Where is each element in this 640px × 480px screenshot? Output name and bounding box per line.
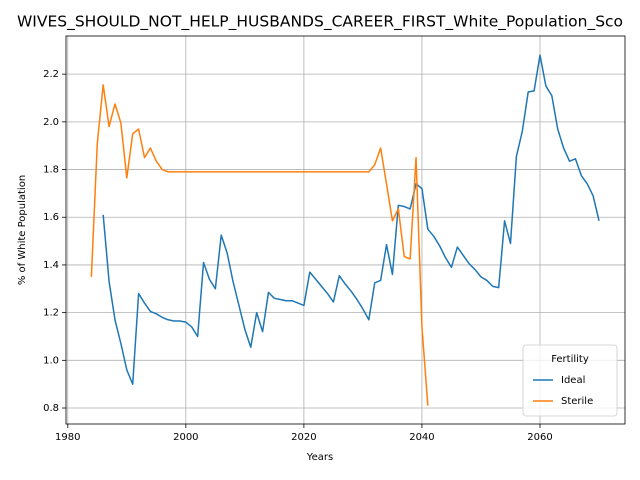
x-tick-label: 2040	[409, 432, 434, 443]
x-tick-label: 1980	[55, 432, 80, 443]
legend-label: Ideal	[561, 375, 585, 386]
y-tick-label: 1.8	[43, 165, 59, 176]
y-axis-label: % of White Population	[17, 175, 28, 285]
x-tick-label: 2060	[527, 432, 552, 443]
legend-box	[522, 344, 618, 417]
y-tick-label: 2.2	[43, 69, 59, 80]
chart-title: WIVES_SHOULD_NOT_HELP_HUSBANDS_CAREER_FI…	[17, 13, 623, 32]
legend-label: Sterile	[561, 396, 593, 407]
y-tick-label: 0.8	[43, 403, 59, 414]
series-line	[102, 54, 600, 385]
y-tick-label: 1.2	[43, 308, 59, 319]
x-tick-label: 2020	[291, 432, 316, 443]
y-tick-label: 1.6	[43, 212, 59, 223]
x-axis-label: Years	[306, 452, 333, 463]
y-tick-label: 1.4	[43, 260, 59, 271]
legend-title: Fertility	[551, 354, 589, 365]
x-tick-label: 2000	[173, 432, 198, 443]
series-line	[90, 84, 429, 406]
plot-frame	[65, 35, 626, 425]
y-tick-label: 2.0	[43, 117, 59, 128]
y-tick-label: 1.0	[43, 355, 59, 366]
